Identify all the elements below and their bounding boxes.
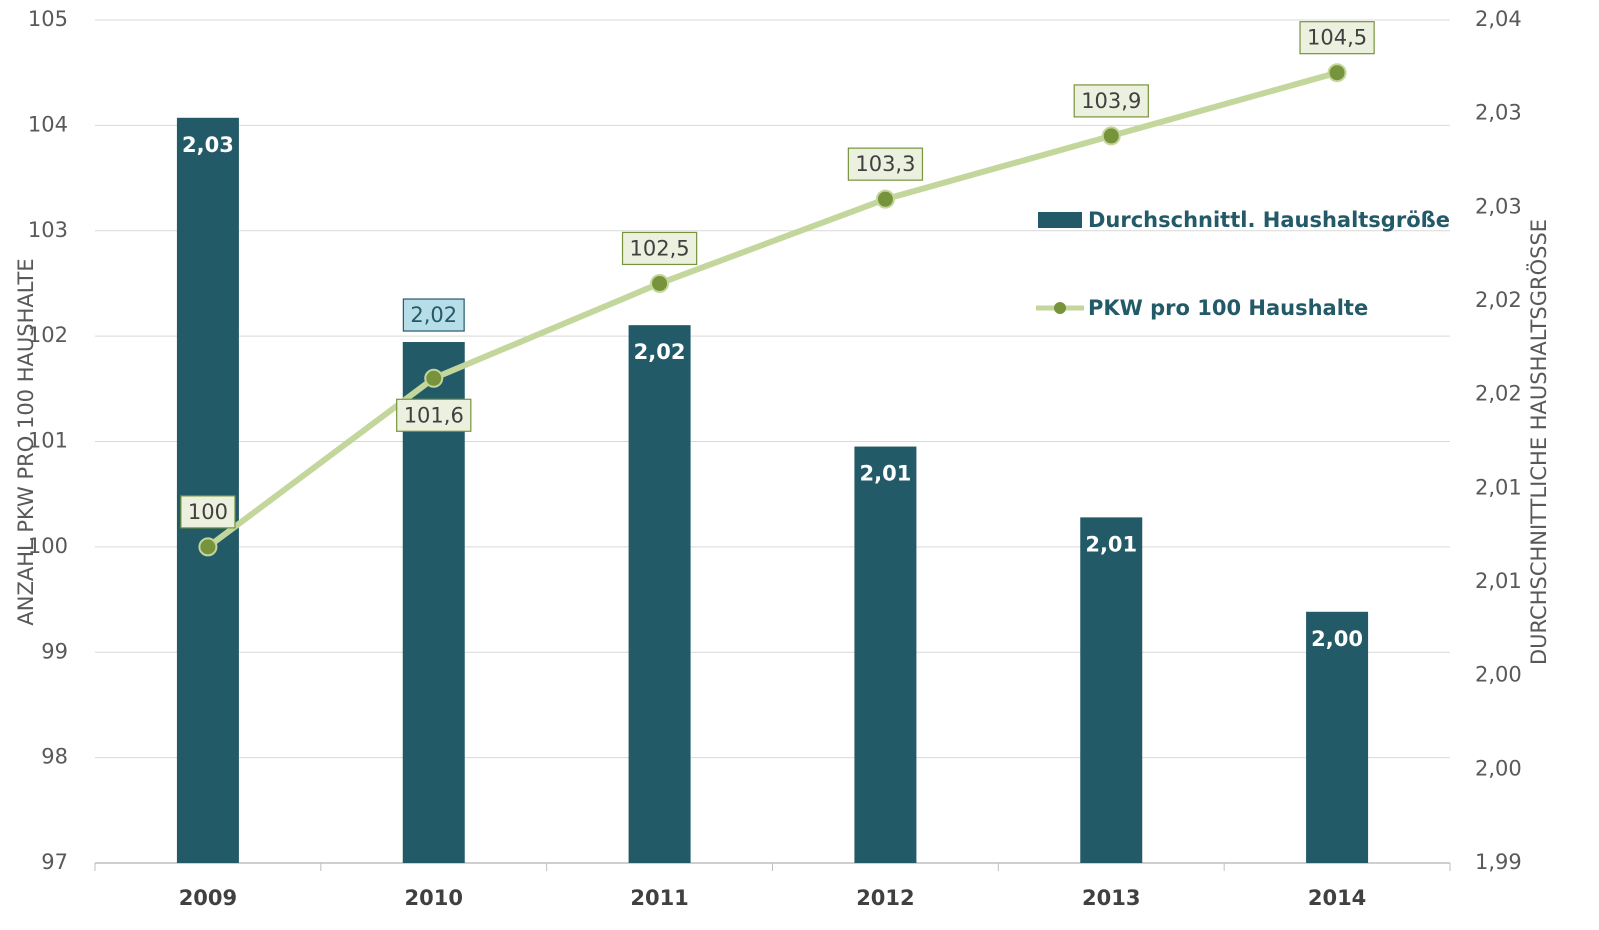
y-tick-label: 97: [41, 850, 68, 874]
y-axis-label: ANZAHL PKW PRO 100 HAUSHALTE: [14, 258, 38, 625]
y2-tick-label: 2,00: [1475, 756, 1522, 780]
y-tick-label: 105: [28, 7, 68, 31]
bar-label: 2,02: [634, 340, 686, 364]
data-label: 104,5: [1307, 26, 1367, 50]
data-label-box: [402, 298, 465, 332]
data-label: 102,5: [621, 231, 698, 266]
line-marker: [424, 368, 444, 388]
y2-tick-label: 2,02: [1475, 382, 1522, 406]
data-label-box: [1299, 21, 1375, 55]
bar-label: 2,00: [1311, 627, 1363, 651]
data-label: 101,6: [396, 398, 472, 432]
line-marker: [198, 537, 218, 557]
y2-tick-label: 2,00: [1475, 663, 1522, 687]
y2-tick-label: 2,04: [1475, 7, 1522, 31]
bar-label: 2,03: [182, 133, 234, 157]
legend-label: PKW pro 100 Haushalte: [1088, 296, 1368, 320]
data-label: 102,5: [630, 236, 690, 260]
bar: [1080, 517, 1143, 863]
y-tick-label: 102: [28, 323, 68, 347]
y2-axis-label: DURCHSCHNITTLICHE HAUSHALTSGRÖSSE: [1526, 219, 1551, 665]
y2-tick-label: 1,99: [1475, 850, 1522, 874]
data-label: 2,02: [402, 298, 465, 332]
data-label: 103,9: [1073, 84, 1149, 118]
y-tick-label: 98: [41, 745, 68, 769]
y-tick-label: 100: [28, 534, 68, 558]
legend-swatch: [1038, 212, 1082, 228]
x-tick-label: 2013: [1082, 886, 1140, 910]
y2-tick-label: 2,02: [1475, 288, 1522, 312]
y-tick-label: 101: [28, 429, 68, 453]
bar-label: 2,01: [1085, 532, 1137, 556]
grid: [95, 19, 1450, 864]
line-marker: [875, 189, 895, 209]
bar: [628, 325, 691, 863]
bar-label: 2,01: [860, 462, 912, 486]
data-label: 103,9: [1081, 89, 1141, 113]
line-marker: [1101, 126, 1121, 146]
data-label-box: [847, 147, 924, 181]
data-label-box: [396, 398, 472, 432]
data-label: 101,6: [404, 403, 464, 427]
data-label-box: [1073, 84, 1149, 118]
data-label: 100: [180, 495, 236, 529]
x-tick-label: 2014: [1308, 886, 1366, 910]
x-tick-label: 2010: [405, 886, 463, 910]
line-marker: [650, 273, 670, 293]
y2-tick-label: 2,03: [1475, 194, 1522, 218]
x-tick-label: 2012: [856, 886, 914, 910]
line-marker: [1327, 63, 1347, 83]
x-tick-label: 2011: [630, 886, 688, 910]
bar: [854, 446, 917, 863]
data-label: 2,02: [410, 303, 457, 327]
y2-tick-label: 2,01: [1475, 475, 1522, 499]
y-tick-label: 99: [41, 639, 68, 663]
y2-tick-label: 2,01: [1475, 569, 1522, 593]
data-label: 100: [188, 500, 228, 524]
data-label: 104,5: [1299, 21, 1375, 55]
legend-label: Durchschnittl. Haushaltsgröße: [1088, 208, 1450, 232]
data-label: 103,3: [855, 152, 915, 176]
bar: [1306, 611, 1369, 863]
y-tick-label: 104: [28, 112, 68, 136]
data-label-box: [180, 495, 236, 529]
legend-swatch: [1054, 302, 1066, 314]
y2-tick-label: 2,03: [1475, 101, 1522, 125]
y-tick-label: 103: [28, 218, 68, 242]
data-label: 103,3: [847, 147, 924, 181]
x-tick-label: 2009: [179, 886, 237, 910]
bar: [176, 117, 239, 863]
data-label-box: [621, 231, 698, 266]
